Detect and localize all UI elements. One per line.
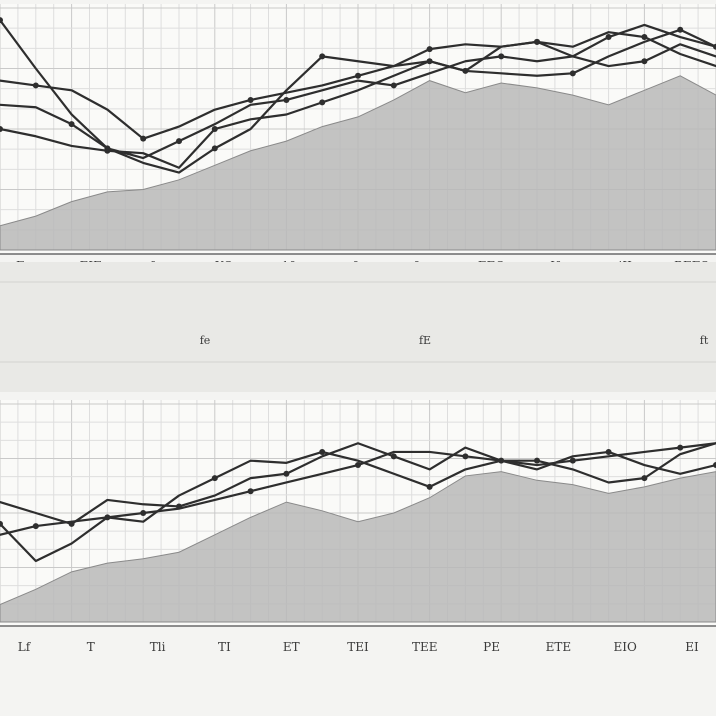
data-point [641, 58, 648, 65]
data-point [390, 82, 397, 89]
tick-label: T [87, 640, 95, 654]
tick-label: ET [283, 640, 300, 654]
tick-label: TEI [347, 640, 369, 654]
data-point [247, 96, 254, 103]
bottom-chart-area [0, 471, 716, 623]
tick-label: ETE [546, 640, 572, 654]
middle-label-2: fE [419, 334, 431, 347]
data-point [569, 70, 576, 77]
series-line-2 [0, 442, 716, 526]
data-point [426, 58, 433, 65]
data-point [32, 523, 39, 530]
data-point [211, 145, 218, 152]
series-line-4 [0, 40, 716, 169]
tick-label: TI [218, 640, 231, 654]
data-point [605, 34, 612, 41]
middle-label-1: fe [200, 334, 211, 347]
data-point [534, 457, 540, 464]
data-point [283, 470, 290, 477]
tick-label: EI [685, 640, 699, 654]
data-point [319, 448, 326, 455]
data-point [677, 444, 684, 451]
data-point [641, 475, 648, 482]
bottom-chart-tick-labels: Lf T Tli TI ET TEI TEE PE ETE EIO EI [18, 640, 699, 654]
tick-label: TEE [412, 640, 438, 654]
tick-label: Tli [150, 640, 166, 654]
bottom-chart: Lf T Tli TI ET TEI TEE PE ETE EIO EI [0, 400, 716, 654]
data-point [426, 46, 433, 53]
data-point [283, 96, 290, 103]
data-point [247, 488, 254, 495]
data-point [140, 135, 147, 142]
series-line-1 [0, 442, 716, 563]
middle-band: fe fE ft [0, 262, 716, 392]
top-chart-lines [0, 17, 716, 174]
data-point [0, 17, 3, 24]
data-point [641, 34, 648, 41]
data-point [0, 126, 3, 132]
data-point [176, 138, 182, 145]
data-point [462, 453, 469, 460]
data-point [319, 99, 326, 106]
top-chart: EaEIEfmYO1fofafamEEOIfoiIIBEFO [0, 4, 716, 273]
data-point [534, 38, 540, 45]
top-chart-area [0, 75, 716, 251]
middle-band-panel [0, 262, 716, 392]
data-point [355, 72, 361, 79]
bottom-chart-lines [0, 442, 716, 563]
data-point [104, 147, 111, 154]
tick-label: Lf [18, 640, 32, 654]
data-point [32, 82, 39, 89]
data-point [68, 121, 75, 128]
data-point [426, 483, 433, 490]
middle-label-3: ft [700, 334, 709, 347]
data-point [569, 457, 576, 464]
data-point [140, 510, 147, 516]
tick-label: EIO [614, 640, 638, 654]
data-point [319, 53, 326, 60]
series-line-1 [0, 19, 716, 174]
tick-label: PE [483, 640, 500, 654]
data-point [713, 462, 716, 469]
data-point [498, 53, 505, 60]
data-point [677, 26, 684, 33]
data-point [605, 448, 612, 455]
data-point [0, 520, 3, 527]
data-point [390, 453, 397, 460]
data-point [211, 126, 218, 132]
data-point [211, 475, 218, 482]
data-point [355, 462, 361, 469]
